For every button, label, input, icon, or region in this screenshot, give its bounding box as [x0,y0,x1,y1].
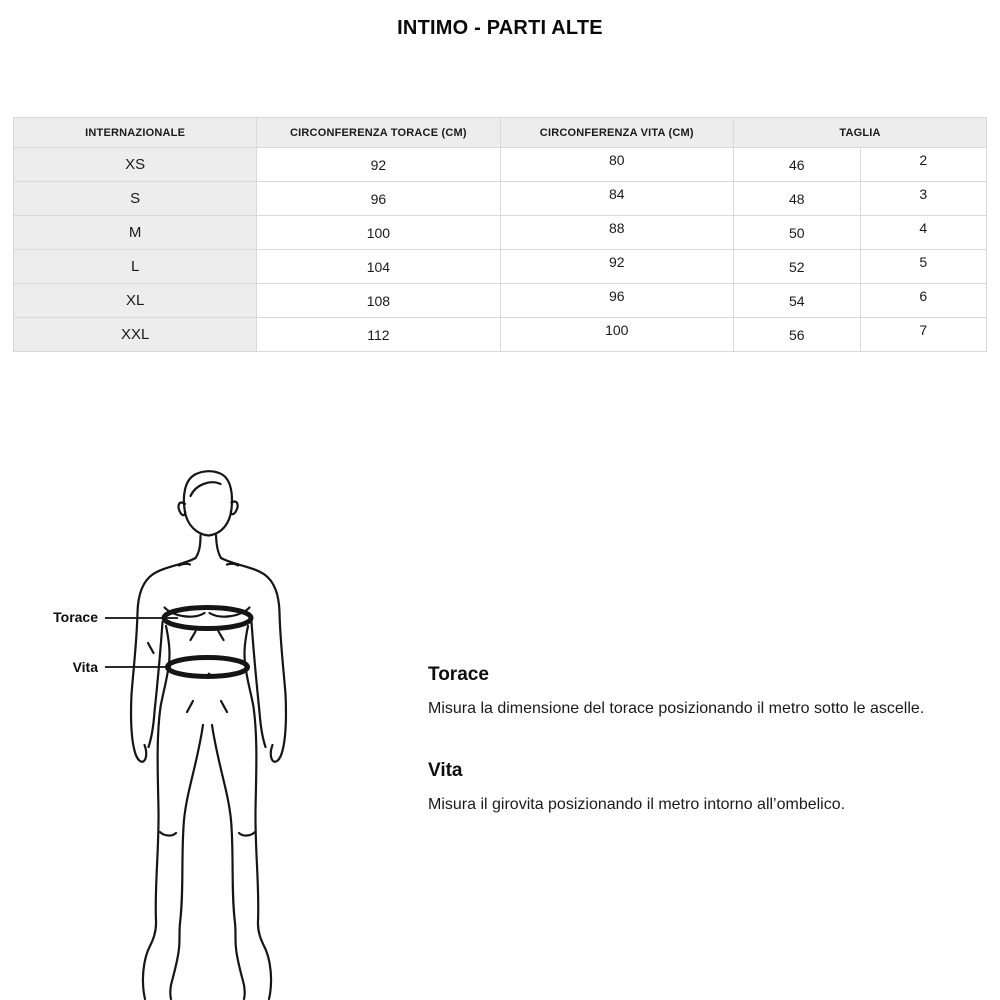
figure-head [182,470,234,537]
size-cell: XL [12,283,258,318]
table-row: M 100 88 50 4 [12,215,987,250]
waist-measure-band [165,655,250,679]
taglia-it-cell: 52 [733,249,861,284]
figure-shoulders [151,556,266,576]
instruction-heading-waist: Vita [428,759,463,781]
waist-cell: 88 [499,215,735,250]
chest-measure-band [161,605,254,631]
measuring-instructions: Torace Misura la dimensione del torace p… [428,664,968,856]
instruction-text-chest: Misura la dimensione del torace posizion… [428,700,925,717]
taglia-it-cell: 54 [733,283,861,318]
taglia-int-cell: 7 [859,317,987,352]
figure-elbow-crease [146,641,155,655]
col-header-international: INTERNAZIONALE [12,117,258,148]
size-cell: M [12,215,258,250]
size-cell: XS [12,147,258,182]
figure-hair [189,481,222,498]
chest-leader-line [105,617,178,619]
body-outline-illustration [129,470,288,1000]
size-table-header-row: INTERNAZIONALE CIRCONFERENZA TORACE (CM)… [12,117,987,148]
chest-cell: 108 [256,283,501,318]
taglia-int-cell: 6 [859,283,987,318]
waist-cell: 92 [499,249,735,284]
figure-leg-outer-right [252,705,273,1000]
figure-leg-outer-left [141,705,162,1000]
page-title: INTIMO - PARTI ALTE [397,17,603,39]
figure-pecs [163,606,251,618]
figure-collarbones [177,562,240,567]
size-table: INTERNAZIONALE CIRCONFERENZA TORACE (CM)… [12,117,987,352]
table-row: L 104 92 52 5 [12,249,987,284]
waist-leader-line [105,666,171,668]
chest-cell: 96 [256,181,501,216]
taglia-it-cell: 56 [733,317,861,352]
chest-cell: 92 [256,147,501,182]
taglia-it-cell: 48 [733,181,861,216]
figure-ear-left [177,501,187,517]
waist-cell: 84 [499,181,735,216]
figure-hip-creases [185,699,229,714]
waist-measure-label: Vita [72,659,98,675]
figure-ab-creases [189,630,225,642]
waist-cell: 100 [499,317,735,352]
size-cell: L [12,249,258,284]
figure-arm-right [263,573,288,763]
chest-measure-label: Torace [53,609,98,625]
figure-knee-creases [158,830,257,837]
figure-neck [194,534,223,560]
waist-cell: 80 [499,147,735,182]
taglia-int-cell: 4 [859,215,987,250]
instruction-heading-chest: Torace [428,664,489,685]
taglia-it-cell: 50 [733,215,861,250]
size-cell: XXL [12,317,258,352]
chest-cell: 104 [256,249,501,284]
figure-arm-inner-left [147,620,164,749]
size-cell: S [12,181,258,216]
table-row: S 96 84 48 3 [12,181,987,216]
col-header-size: TAGLIA [733,117,987,148]
table-row: XXL 112 100 56 7 [12,317,987,352]
chest-cell: 112 [256,317,501,352]
figure-arm-left [129,573,154,763]
table-row: XS 92 80 46 2 [12,147,987,182]
instruction-text-waist: Misura il girovita posizionando il metro… [428,795,846,813]
figure-ear-right [229,500,239,516]
col-header-waist: CIRCONFERENZA VITA (CM) [499,117,735,148]
col-header-chest: CIRCONFERENZA TORACE (CM) [256,117,501,148]
figure-leg-inner-left [169,723,205,1000]
taglia-int-cell: 2 [859,147,987,182]
waist-cell: 96 [499,283,735,318]
taglia-it-cell: 46 [733,147,861,182]
taglia-int-cell: 5 [859,249,987,284]
taglia-int-cell: 3 [859,181,987,216]
figure-leg-inner-right [210,723,246,1000]
table-row: XL 108 96 54 6 [12,283,987,318]
chest-cell: 100 [256,215,501,250]
figure-arm-inner-right [250,620,267,749]
